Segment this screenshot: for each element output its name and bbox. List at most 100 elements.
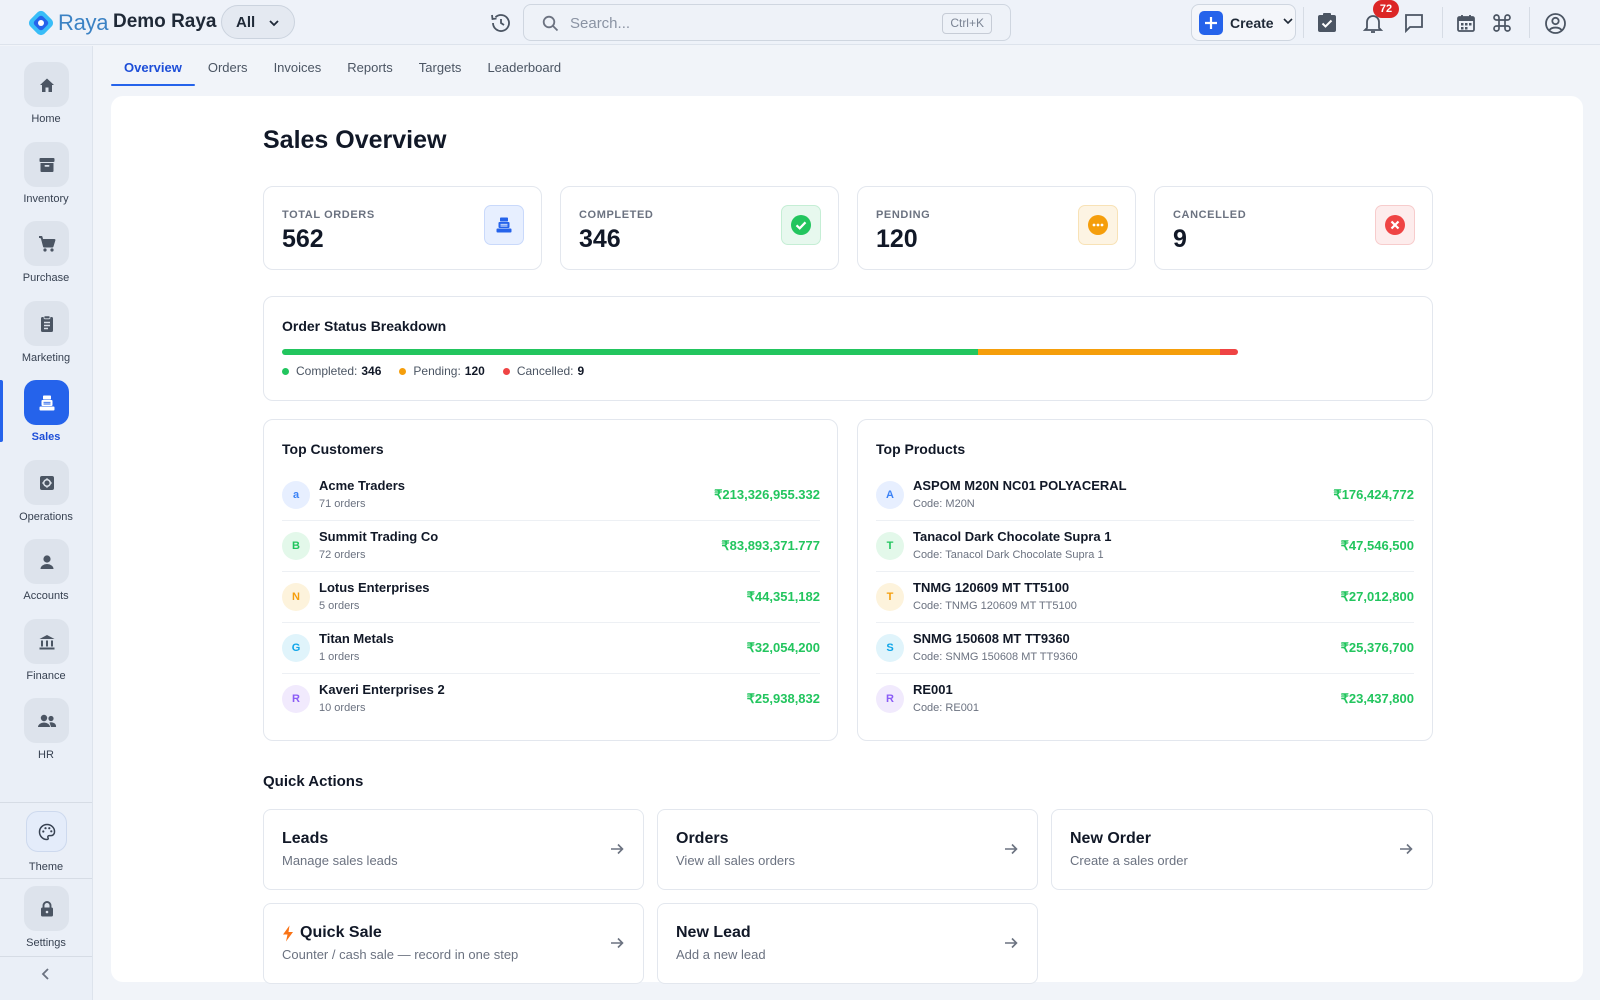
sidebar-item-label: Marketing (21, 352, 71, 364)
sidebar-item-settings[interactable]: Settings (0, 886, 92, 958)
stat-value: 120 (876, 225, 918, 253)
stat-card-cancelled: CANCELLED 9 (1154, 186, 1433, 270)
top-customers-card: Top Customers a Acme Traders 71 orders ₹… (263, 419, 838, 741)
arrow-right-icon (609, 935, 625, 956)
product-row[interactable]: T Tanacol Dark Chocolate Supra 1 Code: T… (876, 521, 1414, 572)
sidebar-item-inventory[interactable]: Inventory (0, 142, 92, 214)
customer-row[interactable]: a Acme Traders 71 orders ₹213,326,955.33… (282, 470, 820, 521)
sidebar-item-sales[interactable]: Sales (0, 380, 92, 452)
customer-order-count: 1 orders (319, 651, 360, 663)
avatar: G (282, 634, 310, 662)
product-amount: ₹25,376,700 (1340, 640, 1414, 655)
command-icon[interactable] (1489, 10, 1515, 36)
tab-invoices[interactable]: Invoices (273, 60, 322, 75)
customer-name: Lotus Enterprises (319, 580, 430, 595)
sidebar-item-label: Finance (26, 670, 66, 682)
logo[interactable]: Raya (26, 8, 108, 38)
company-name: Demo Raya (113, 11, 217, 32)
customer-row[interactable]: N Lotus Enterprises 5 orders ₹44,351,182 (282, 572, 820, 623)
customer-order-count: 5 orders (319, 600, 360, 612)
check-circle-icon (781, 205, 821, 245)
quick-action-subtitle: View all sales orders (676, 853, 795, 868)
product-amount: ₹47,546,500 (1340, 538, 1414, 553)
avatar: R (876, 685, 904, 713)
scope-selector[interactable]: All (221, 5, 295, 39)
sidebar-item-label: Accounts (23, 590, 69, 602)
order-status-breakdown-card: Order Status Breakdown Completed: 346 Pe… (263, 296, 1433, 401)
customer-order-count: 72 orders (319, 549, 366, 561)
customer-row[interactable]: B Summit Trading Co 72 orders ₹83,893,37… (282, 521, 820, 572)
customer-row[interactable]: G Titan Metals 1 orders ₹32,054,200 (282, 623, 820, 674)
legend-value: 120 (464, 364, 485, 378)
stat-label: PENDING (876, 209, 931, 221)
arrow-right-icon (1398, 841, 1414, 862)
chevron-down-icon (268, 16, 280, 33)
sidebar-item-hr[interactable]: HR (0, 698, 92, 770)
product-code: Code: TNMG 120609 MT TT5100 (913, 600, 1077, 612)
tasks-icon[interactable] (1314, 10, 1340, 36)
chevron-left-icon[interactable] (36, 964, 56, 984)
user-profile-icon[interactable] (1542, 10, 1568, 36)
sidebar-item-accounts[interactable]: Accounts (0, 539, 92, 611)
stat-label: COMPLETED (579, 209, 654, 221)
plus-icon (1199, 10, 1223, 35)
bolt-icon (282, 925, 294, 942)
bell-icon[interactable] (1360, 10, 1386, 36)
customer-order-count: 71 orders (319, 498, 366, 510)
calendar-icon[interactable] (1453, 10, 1479, 36)
quick-action-subtitle: Add a new lead (676, 947, 766, 962)
customer-row[interactable]: R Kaveri Enterprises 2 10 orders ₹25,938… (282, 674, 820, 725)
sidebar-item-operations[interactable]: Operations (0, 460, 92, 532)
sidebar-item-finance[interactable]: Finance (0, 619, 92, 691)
cart-icon (24, 221, 69, 266)
stat-card-completed: COMPLETED 346 (560, 186, 839, 270)
chat-icon[interactable] (1401, 10, 1427, 36)
product-name: RE001 (913, 682, 953, 697)
sidebar-item-theme[interactable]: Theme (0, 811, 92, 883)
palette-icon (26, 811, 67, 852)
legend-label: Completed: (296, 364, 358, 378)
quick-action-leads[interactable]: Leads Manage sales leads (263, 809, 644, 890)
history-icon[interactable] (489, 11, 513, 35)
stat-label: CANCELLED (1173, 209, 1247, 221)
stat-label: TOTAL ORDERS (282, 209, 375, 221)
tab-orders[interactable]: Orders (207, 60, 248, 75)
register-icon (484, 205, 524, 245)
legend-label: Pending: (413, 364, 461, 378)
create-button[interactable]: Create (1191, 4, 1296, 41)
customer-amount: ₹44,351,182 (746, 589, 820, 604)
quick-action-orders[interactable]: Orders View all sales orders (657, 809, 1038, 890)
chevron-down-icon (1282, 14, 1294, 32)
quick-action-new-order[interactable]: New Order Create a sales order (1051, 809, 1433, 890)
product-name: SNMG 150608 MT TT9360 (913, 631, 1070, 646)
search-shortcut-hint: Ctrl+K (942, 13, 992, 34)
sidebar-item-home[interactable]: Home (0, 62, 92, 134)
product-row[interactable]: T TNMG 120609 MT TT5100 Code: TNMG 12060… (876, 572, 1414, 623)
quick-action-title: Orders (676, 830, 729, 847)
lock-icon (24, 886, 69, 931)
sidebar-item-purchase[interactable]: Purchase (0, 221, 92, 293)
product-code: Code: M20N (913, 498, 975, 510)
tab-bar: Overview Orders Invoices Reports Targets… (111, 58, 574, 86)
tab-targets[interactable]: Targets (418, 60, 462, 75)
product-row[interactable]: S SNMG 150608 MT TT9360 Code: SNMG 15060… (876, 623, 1414, 674)
customer-amount: ₹213,326,955.332 (714, 487, 820, 502)
tab-leaderboard[interactable]: Leaderboard (487, 60, 562, 75)
bar-segment-cancelled (1219, 349, 1238, 355)
register-icon (24, 380, 69, 425)
sidebar-item-marketing[interactable]: Marketing (0, 301, 92, 373)
quick-action-quick-sale[interactable]: Quick Sale Counter / cash sale — record … (263, 903, 644, 984)
search-bar[interactable]: Search... Ctrl+K (523, 4, 1011, 41)
divider (0, 802, 92, 803)
archive-icon (24, 142, 69, 187)
quick-action-new-lead[interactable]: New Lead Add a new lead (657, 903, 1038, 984)
quick-action-title: Leads (282, 830, 329, 847)
home-icon (24, 62, 69, 107)
bank-icon (24, 619, 69, 664)
tab-overview[interactable]: Overview (111, 58, 195, 86)
product-row[interactable]: A ASPOM M20N NC01 POLYACERAL Code: M20N … (876, 470, 1414, 521)
customer-amount: ₹25,938,832 (746, 691, 820, 706)
product-row[interactable]: R RE001 Code: RE001 ₹23,437,800 (876, 674, 1414, 725)
tab-reports[interactable]: Reports (347, 60, 393, 75)
divider (1303, 7, 1304, 38)
